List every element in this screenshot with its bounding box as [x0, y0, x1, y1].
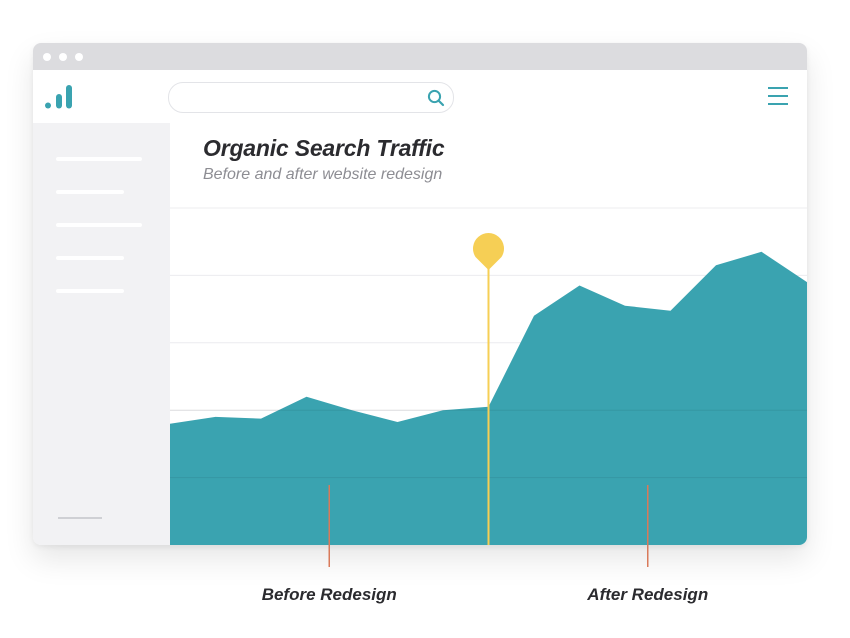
top-bar	[33, 70, 807, 123]
sidebar-item-5[interactable]	[56, 289, 124, 293]
area-chart	[170, 207, 807, 545]
hamburger-menu-icon[interactable]	[766, 84, 790, 108]
sidebar-footer-line	[58, 517, 102, 519]
map-pin-marker-icon	[472, 233, 504, 270]
chart-panel: Organic Search Traffic Before and after …	[170, 123, 807, 545]
traffic-area	[170, 251, 807, 545]
window-dot-3[interactable]	[75, 53, 83, 61]
window-dot-2[interactable]	[59, 53, 67, 61]
bar-chart-logo-icon	[45, 85, 72, 109]
search-icon[interactable]	[427, 89, 445, 107]
sidebar-item-2[interactable]	[56, 190, 124, 194]
window-titlebar	[33, 43, 807, 70]
sidebar-item-4[interactable]	[56, 256, 124, 260]
window-dot-1[interactable]	[43, 53, 51, 61]
browser-window: Organic Search Traffic Before and after …	[33, 43, 807, 545]
sidebar	[33, 123, 170, 545]
sidebar-item-3[interactable]	[56, 223, 142, 227]
chart-title: Organic Search Traffic	[203, 135, 445, 161]
sidebar-item-1[interactable]	[56, 157, 142, 161]
search-input[interactable]	[183, 87, 417, 109]
chart-subtitle: Before and after website redesign	[203, 166, 443, 183]
annotation-label-before: Before Redesign	[261, 585, 397, 604]
annotation-tick-extensions	[328, 545, 649, 567]
search-bar	[168, 82, 454, 113]
annotation-label-after: After Redesign	[587, 585, 709, 604]
